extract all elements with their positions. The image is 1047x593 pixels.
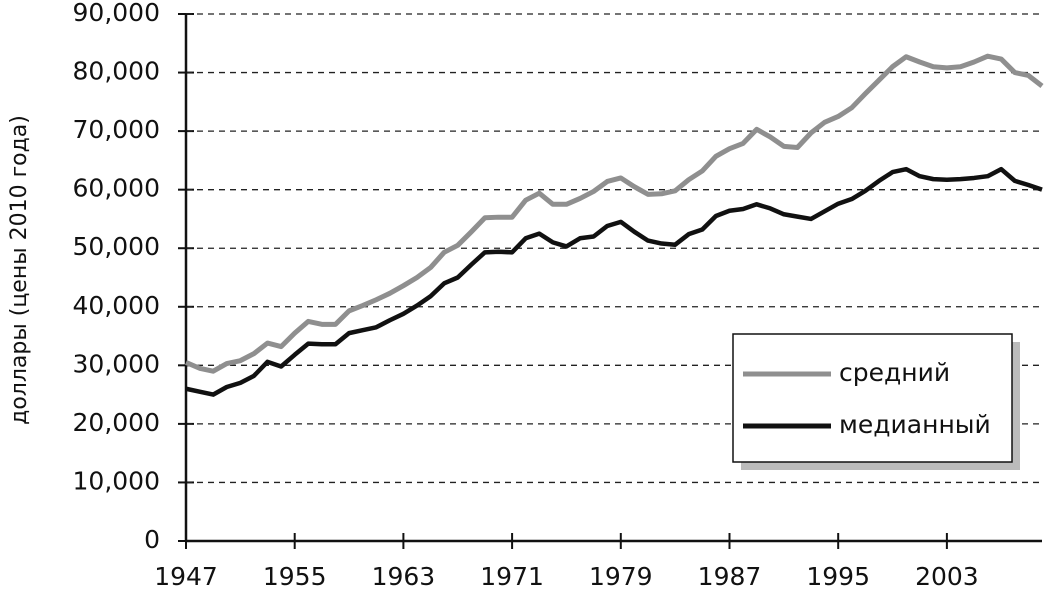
- x-tick-label: 1963: [372, 562, 436, 591]
- x-tick-label: 1947: [154, 562, 218, 591]
- x-tick-label: 1955: [263, 562, 327, 591]
- y-tick-label: 90,000: [73, 0, 160, 27]
- x-tick-label: 1971: [480, 562, 544, 591]
- y-tick-label: 10,000: [73, 466, 160, 495]
- y-tick-label: 50,000: [73, 232, 160, 261]
- x-tick-label: 1995: [806, 562, 870, 591]
- legend: средний медианный: [732, 333, 1020, 470]
- series-line: [185, 166, 1043, 397]
- legend-label: средний: [839, 358, 950, 387]
- legend-label: медианный: [839, 410, 991, 439]
- x-tick-label: 1979: [589, 562, 653, 591]
- x-tick-label: 2003: [915, 562, 979, 591]
- legend-box: [732, 333, 1013, 463]
- y-tick-label: 80,000: [73, 57, 160, 86]
- y-tick-label: 30,000: [73, 349, 160, 378]
- y-tick-label: 60,000: [73, 174, 160, 203]
- x-tick-label: 1987: [698, 562, 762, 591]
- y-tick-label: 40,000: [73, 291, 160, 320]
- y-tick-label: 20,000: [73, 408, 160, 437]
- series-line: [185, 53, 1044, 374]
- y-axis-title: доллары (цены 2010 года): [7, 115, 32, 425]
- y-tick-label: 0: [144, 525, 160, 554]
- y-tick-label: 70,000: [73, 115, 160, 144]
